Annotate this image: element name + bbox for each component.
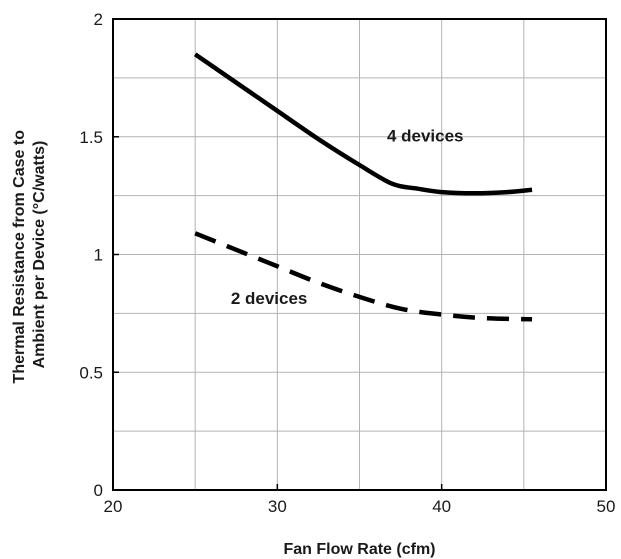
x-axis-ticks: 20 30 40 50 bbox=[104, 484, 616, 516]
series-line-4-devices bbox=[193, 52, 533, 196]
x-tick-label: 20 bbox=[104, 497, 123, 516]
annotation-layer: 4 devices 2 devices bbox=[231, 126, 464, 307]
y-axis-title-line-2: Ambient per Device (°C/watts) bbox=[31, 141, 48, 369]
series-line-2-devices bbox=[194, 231, 533, 322]
y-axis-title: Thermal Resistance from Case to Ambient … bbox=[11, 126, 48, 384]
x-axis-title: Fan Flow Rate (cfm) bbox=[283, 541, 435, 558]
x-tick-label: 50 bbox=[597, 497, 616, 516]
y-tick-label: 1.5 bbox=[79, 128, 103, 147]
y-tick-label: 0 bbox=[94, 481, 103, 500]
x-tick-label: 40 bbox=[432, 497, 451, 516]
y-tick-label: 2 bbox=[94, 10, 103, 29]
y-axis-ticks: 0 0.5 1 1.5 2 bbox=[79, 10, 119, 500]
series-annotation: 2 devices bbox=[231, 289, 308, 308]
series-layer bbox=[193, 52, 533, 322]
series-annotation: 4 devices bbox=[387, 126, 464, 145]
y-tick-label: 1 bbox=[94, 246, 103, 265]
y-axis-title-line-1: Thermal Resistance from Case to bbox=[11, 130, 28, 384]
grid-lines bbox=[113, 19, 606, 490]
x-tick-label: 30 bbox=[268, 497, 287, 516]
y-tick-label: 0.5 bbox=[79, 363, 103, 382]
